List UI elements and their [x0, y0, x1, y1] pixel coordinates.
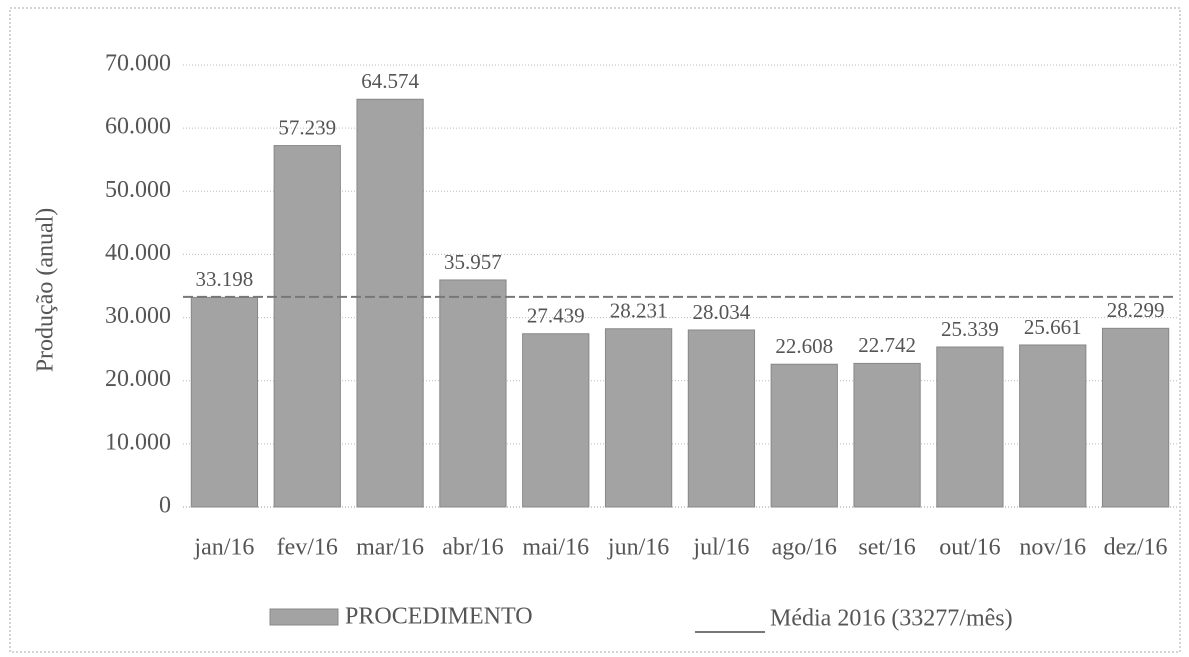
legend-label: Média 2016 (33277/mês) [770, 606, 1013, 632]
chart-border [9, 7, 1181, 653]
x-tick-label: mar/16 [356, 535, 424, 561]
bar [522, 333, 590, 508]
y-tick-label: 60.000 [105, 114, 171, 140]
data-label: 27.439 [527, 304, 585, 328]
y-tick-label: 50.000 [105, 177, 171, 203]
y-tick-label: 40.000 [105, 240, 171, 266]
bar [1019, 344, 1087, 508]
y-tick-label: 0 [159, 493, 171, 519]
bar [936, 346, 1004, 508]
y-tick-label: 20.000 [105, 366, 171, 392]
x-tick-label: ago/16 [772, 535, 837, 561]
y-tick-label: 30.000 [105, 303, 171, 329]
data-label: 57.239 [278, 115, 336, 139]
x-tick-label: mai/16 [522, 535, 589, 561]
bar [604, 328, 673, 508]
y-tick-label: 70.000 [105, 51, 171, 77]
x-tick-label: set/16 [858, 535, 915, 561]
bar [1101, 327, 1170, 508]
data-label: 25.339 [941, 317, 999, 341]
data-label: 22.608 [775, 334, 833, 358]
bar [770, 363, 838, 508]
x-tick-label: jan/16 [193, 535, 254, 561]
data-label: 28.299 [1107, 298, 1165, 322]
data-label: 25.661 [1024, 315, 1082, 339]
data-label: 35.957 [444, 250, 502, 274]
x-tick-label: fev/16 [277, 535, 338, 561]
bar [190, 296, 259, 508]
bar [439, 279, 507, 508]
bar [687, 329, 756, 508]
x-tick-label: out/16 [939, 535, 1000, 561]
bar [273, 145, 341, 508]
data-label: 64.574 [361, 69, 419, 93]
x-tick-label: jul/16 [692, 535, 749, 561]
bar [853, 362, 921, 508]
x-tick-label: jun/16 [607, 535, 669, 561]
y-axis-label: Produção (anual) [33, 208, 59, 373]
x-tick-label: nov/16 [1019, 535, 1086, 561]
y-tick-label: 10.000 [105, 429, 171, 455]
bar [356, 98, 424, 508]
data-label: 33.198 [196, 267, 254, 291]
data-label: 28.034 [693, 300, 751, 324]
data-label: 28.231 [610, 299, 668, 323]
x-tick-label: abr/16 [442, 535, 503, 561]
data-label: 22.742 [858, 333, 916, 357]
legend-label: PROCEDIMENTO [345, 604, 533, 630]
x-tick-label: dez/16 [1104, 535, 1168, 561]
legend-swatch [269, 608, 339, 626]
